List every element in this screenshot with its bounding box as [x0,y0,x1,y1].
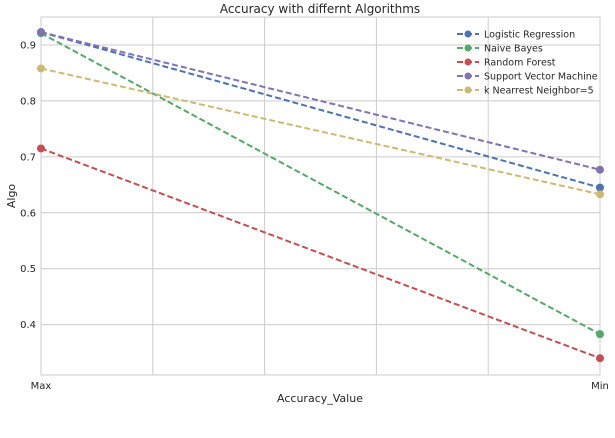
y-tick-label: 0.5 [20,264,36,275]
data-point [596,183,604,192]
legend-label: Random Forest [484,58,556,69]
chart-title: Accuracy with differnt Algorithms [220,2,420,16]
legend-item: k Nearrest Neighbor=5 [457,86,594,97]
legend-marker [464,44,472,52]
data-point [37,144,45,153]
data-point [37,64,45,73]
y-tick-label: 0.9 [20,40,36,51]
series-line [40,32,601,336]
legend-label: Support Vector Machine [484,72,598,83]
series-line [40,31,601,189]
legend-label: k Nearrest Neighbor=5 [484,86,594,97]
data-point [596,165,604,174]
series-line [40,67,601,196]
legend-marker [464,72,472,80]
y-tick-label: 0.8 [20,96,36,107]
y-tick-label: 0.4 [20,320,36,331]
series-group [37,28,604,174]
series-layer [37,28,604,363]
legend-label: Logistic Regression [484,30,575,41]
legend-item: Random Forest [457,58,556,69]
data-point [596,330,604,339]
y-axis-label: Algo [5,184,18,209]
series-line [40,31,601,171]
data-point [596,190,604,199]
legend-label: Naive Bayes [484,44,543,55]
legend-marker [464,30,472,38]
y-tick-label: 0.6 [20,208,36,219]
legend: Logistic Regression Naive Bayes Random For… [457,30,598,97]
series-group [37,64,604,199]
y-tick-label: 0.7 [20,152,36,163]
legend-marker [464,58,472,66]
tick-labels: 0.4 0.5 0.6 0.7 0.8 0.9 Max Min [20,40,609,392]
x-tick-label: Max [31,381,52,392]
legend-item: Logistic Regression [457,30,575,41]
legend-item: Naive Bayes [457,44,543,55]
x-tick-label: Min [591,381,609,392]
legend-item: Support Vector Machine [457,72,598,83]
legend-marker [464,86,472,94]
series-line [40,147,601,360]
x-axis-label: Accuracy_Value [277,392,363,405]
series-group [37,144,604,363]
data-point [596,354,604,363]
data-point [37,28,45,37]
